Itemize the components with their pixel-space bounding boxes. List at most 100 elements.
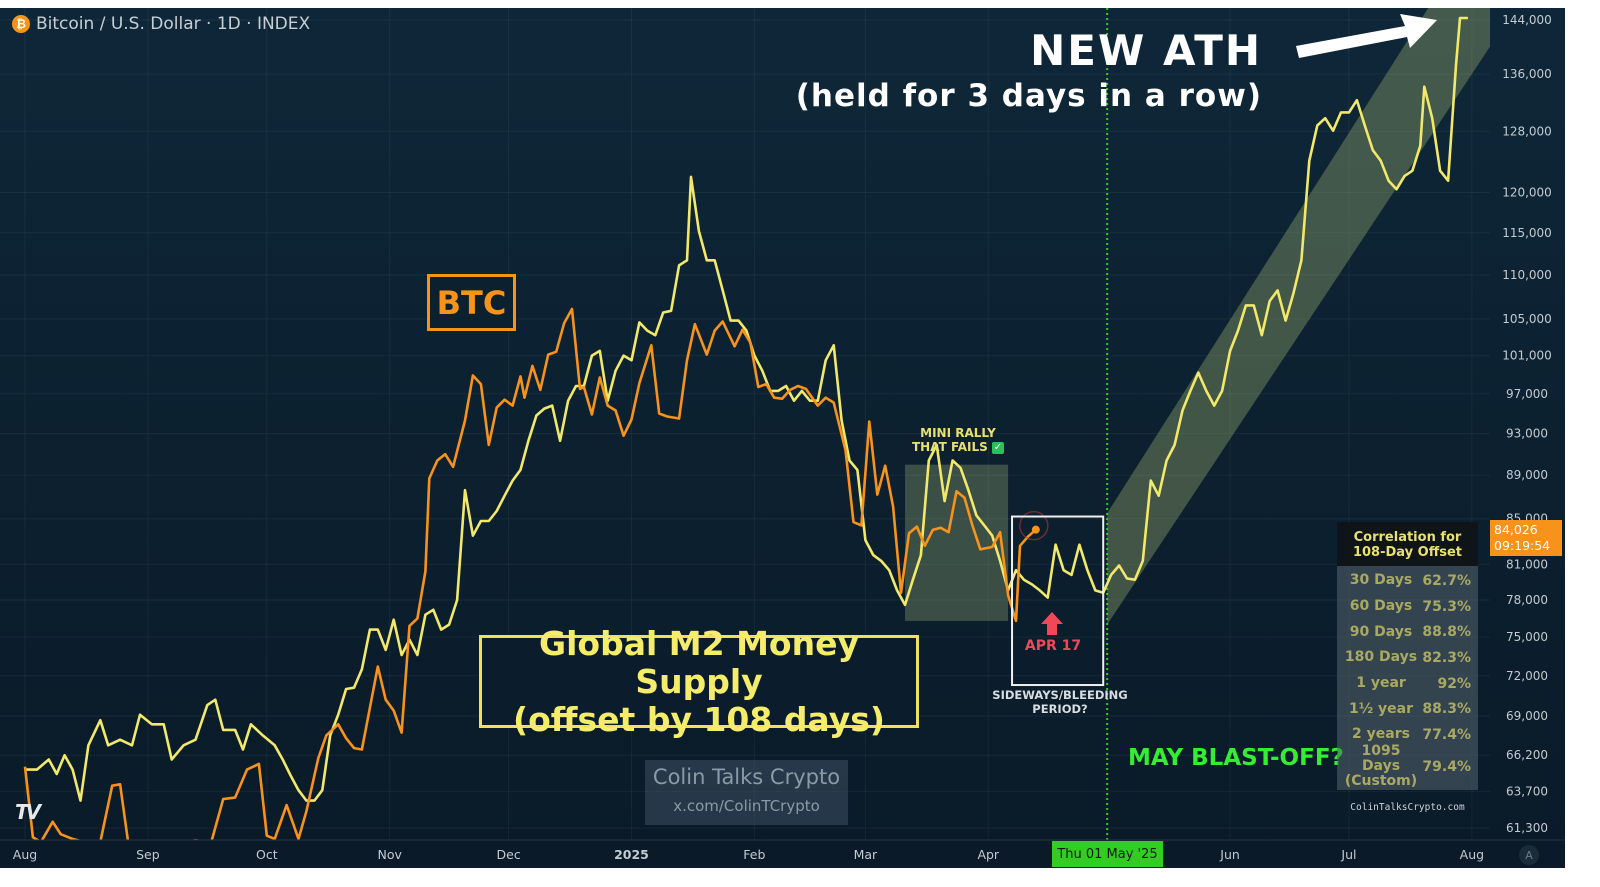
last-price-dot <box>1031 525 1040 534</box>
y-tick-label: 105,000 <box>1502 312 1552 326</box>
y-tick-label: 120,000 <box>1502 185 1552 199</box>
y-tick-label: 72,000 <box>1506 669 1548 683</box>
row-value: 75.3% <box>1422 598 1471 615</box>
y-tick-label: 66,200 <box>1506 748 1548 762</box>
y-tick-label: 144,000 <box>1502 13 1552 27</box>
y-tick-label: 128,000 <box>1502 124 1552 138</box>
m2-label-line2: (offset by 108 days) <box>513 699 885 739</box>
table-row: 60 Days 75.3% <box>1337 594 1478 620</box>
table-row: 1½ year 88.3% <box>1337 696 1478 722</box>
watermark-handle: x.com/ColinTCrypto <box>673 797 820 815</box>
y-tick-label: 136,000 <box>1502 67 1552 81</box>
y-tick-label: 78,000 <box>1506 593 1548 607</box>
ath-arrow-icon <box>1296 14 1437 58</box>
row-label: 1½ year <box>1348 700 1414 717</box>
site-credit: ColinTalksCrypto.com <box>1350 802 1465 813</box>
x-tick-label: 2025 <box>614 847 649 862</box>
series-line-m2 <box>25 16 1468 802</box>
symbol-header[interactable]: ₿ Bitcoin / U.S. Dollar · 1D · INDEX <box>12 14 310 34</box>
last-price-label: 84,026 09:19:54 <box>1490 520 1562 556</box>
row-value: 88.3% <box>1422 701 1471 718</box>
y-tick-label: 69,000 <box>1506 709 1548 723</box>
row-label: 1 year <box>1356 675 1406 692</box>
watermark: Colin Talks Crypto x.com/ColinTCrypto <box>645 760 848 825</box>
row-label: 60 Days <box>1349 598 1413 615</box>
table-row: 180 Days 82.3% <box>1337 645 1478 671</box>
last-price-ring <box>1019 510 1049 541</box>
m2-legend-label: Global M2 Money Supply (offset by 108 da… <box>479 624 919 738</box>
row-value: 62.7% <box>1422 572 1471 589</box>
x-tick-label: Jun <box>1219 847 1240 862</box>
bitcoin-icon: ₿ <box>12 15 30 33</box>
row-label: 180 Days <box>1344 649 1418 666</box>
x-tick-label: Apr <box>977 847 999 862</box>
last-price: 84,026 <box>1494 522 1538 537</box>
mini-rally-line1: MINI RALLY <box>920 426 996 440</box>
y-tick-label: 61,300 <box>1506 821 1548 835</box>
correlation-rows: 30 Days 62.7% 60 Days 75.3% 90 Days 88.8% 1… <box>1337 566 1478 790</box>
correlation-title-line1: Correlation for <box>1353 530 1462 545</box>
row-label: 2 years <box>1352 726 1410 743</box>
ath-title: NEW ATH <box>1030 26 1262 75</box>
bar-countdown: 09:19:54 <box>1494 538 1551 553</box>
x-tick-label: Mar <box>854 847 878 862</box>
y-tick-label: 75,000 <box>1506 630 1548 644</box>
mini-rally-annotation: MINI RALLY THAT FAILS ✓ <box>893 426 1023 454</box>
x-tick-label: Nov <box>377 847 402 862</box>
may-blast-off-label: MAY BLAST-OFF? <box>1128 745 1344 771</box>
correlation-table: Correlation for 108-Day Offset 30 Days 62… <box>1337 522 1478 790</box>
y-tick-label: 93,000 <box>1506 427 1548 441</box>
checkmark-icon: ✓ <box>992 441 1004 454</box>
x-axis[interactable]: Aug Sep Oct Nov Dec 2025 Feb Mar Apr Jun Jul Aug <box>13 847 1484 862</box>
x-tick-label: Sep <box>136 847 160 862</box>
mini-rally-line2: THAT FAILS <box>912 440 988 454</box>
row-value: 92% <box>1437 675 1471 692</box>
row-label: 30 Days <box>1349 572 1413 589</box>
sideways-line2: PERIOD? <box>1032 702 1088 716</box>
x-tick-label: Aug <box>13 847 37 862</box>
symbol-title: Bitcoin / U.S. Dollar · 1D · INDEX <box>36 14 311 34</box>
y-tick-label: 115,000 <box>1502 226 1552 240</box>
y-tick-label: 97,000 <box>1506 387 1548 401</box>
table-row: 30 Days 62.7% <box>1337 568 1478 594</box>
row-value: 79.4% <box>1422 758 1471 775</box>
table-row: 90 Days 88.8% <box>1337 619 1478 645</box>
row-label: 1095 Days (Custom) <box>1344 743 1418 790</box>
watermark-name: Colin Talks Crypto <box>652 765 841 789</box>
table-row: 1095 Days (Custom) 79.4% <box>1337 744 1478 789</box>
x-tick-label: Jul <box>1340 847 1356 862</box>
row-value: 82.3% <box>1422 649 1471 666</box>
correlation-title-line2: 108-Day Offset <box>1352 545 1463 560</box>
btc-legend-label: BTC <box>427 274 516 331</box>
crosshair-date-label: Thu 01 May '25 <box>1052 841 1163 867</box>
row-label: 90 Days <box>1349 623 1413 640</box>
correlation-header: Correlation for 108-Day Offset <box>1337 522 1478 566</box>
y-tick-label: 81,000 <box>1506 557 1548 571</box>
data-points <box>24 18 1468 839</box>
x-tick-label: Feb <box>743 847 765 862</box>
sideways-annotation: SIDEWAYS/BLEEDING PERIOD? <box>985 688 1135 716</box>
sideways-period-box <box>1011 515 1105 687</box>
row-value: 88.8% <box>1422 624 1471 641</box>
mini-rally-zone <box>905 464 1009 621</box>
row-value: 77.4% <box>1422 726 1471 743</box>
ath-subtitle: (held for 3 days in a row) <box>795 78 1262 114</box>
chart-background <box>0 8 1565 868</box>
y-tick-label: 89,000 <box>1506 468 1548 482</box>
sideways-line1: SIDEWAYS/BLEEDING <box>992 688 1128 702</box>
table-row: 1 year 92% <box>1337 671 1478 697</box>
apr17-label: APR 17 <box>1024 638 1082 654</box>
apr17-up-arrow-icon <box>1041 612 1063 635</box>
auto-scale-button[interactable]: A <box>1519 845 1539 865</box>
x-tick-label: Oct <box>256 847 278 862</box>
uptrend-channel <box>1107 8 1490 625</box>
y-tick-label: 101,000 <box>1502 349 1552 363</box>
y-axis[interactable]: 144,000 136,000 128,000 120,000 115,000 110,0… <box>1502 13 1552 835</box>
x-tick-label: Dec <box>497 847 521 862</box>
table-row: 2 years 77.4% <box>1337 722 1478 748</box>
series-line-btc <box>23 307 1037 840</box>
x-tick-label: Aug <box>1460 847 1484 862</box>
tradingview-logo-icon[interactable]: TV <box>15 800 41 824</box>
m2-label-line1: Global M2 Money Supply <box>539 623 859 701</box>
y-tick-label: 110,000 <box>1502 268 1552 282</box>
